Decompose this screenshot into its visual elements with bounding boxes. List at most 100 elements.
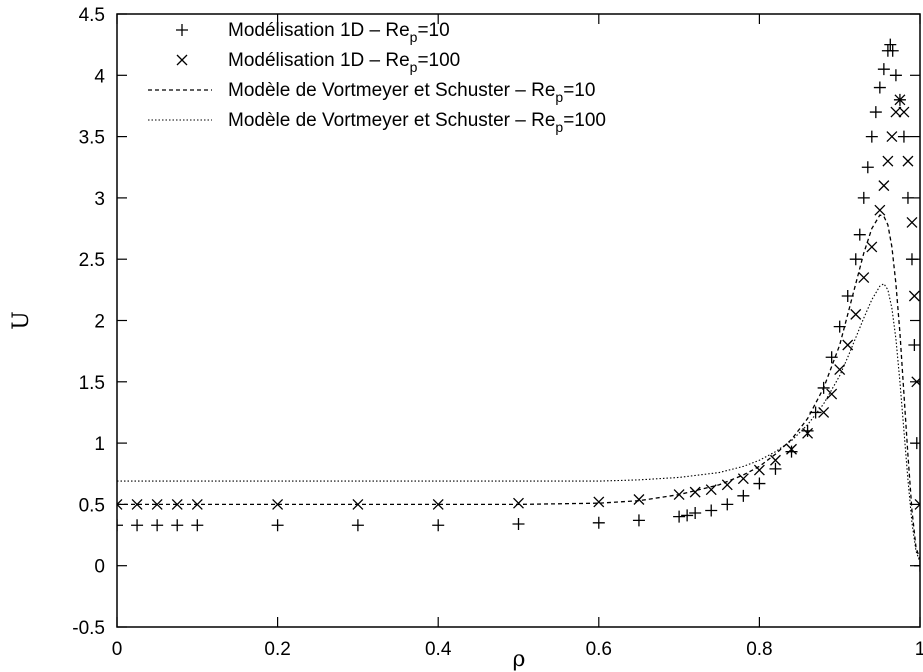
series-line xyxy=(117,214,920,560)
legend-label: Modèle de Vortmeyer et Schuster – Rep=10… xyxy=(228,110,606,135)
data-point-cross xyxy=(802,427,814,439)
y-tick-label: 2 xyxy=(94,312,105,333)
data-point-cross xyxy=(890,106,902,118)
data-point-cross xyxy=(874,204,886,216)
data-point-plus xyxy=(432,519,445,532)
data-point-plus xyxy=(873,81,886,94)
data-point-plus xyxy=(809,406,822,419)
data-point-plus xyxy=(271,519,284,532)
data-point-cross xyxy=(786,443,797,455)
data-point-cross xyxy=(753,464,765,476)
x-tick-label: 0.4 xyxy=(425,639,452,660)
data-point-cross xyxy=(886,131,898,143)
data-point-cross xyxy=(878,180,890,192)
y-tick-label: 2.5 xyxy=(79,250,105,271)
data-point-cross xyxy=(866,241,878,253)
data-point-cross xyxy=(906,216,918,228)
data-point-cross xyxy=(432,498,444,510)
data-point-plus xyxy=(721,498,734,511)
data-point-cross xyxy=(898,106,910,118)
data-point-plus xyxy=(151,519,164,532)
data-point-plus xyxy=(769,462,782,475)
data-point-plus xyxy=(905,253,918,266)
series-2 xyxy=(117,94,920,510)
data-point-plus xyxy=(901,191,914,204)
data-point-plus xyxy=(705,504,718,517)
legend: Modélisation 1D – Rep=10 Modélisation 1D … xyxy=(148,20,606,135)
data-point-plus xyxy=(825,351,838,364)
data-point-plus xyxy=(171,519,184,532)
legend-entry-1: Modélisation 1D – Rep=10 xyxy=(176,20,450,45)
data-point-cross xyxy=(842,339,854,351)
y-tick-label: 4.5 xyxy=(79,5,105,26)
data-point-cross xyxy=(689,486,701,498)
legend-entry-3: Modèle de Vortmeyer et Schuster – Rep=10 xyxy=(148,80,595,105)
data-point-plus xyxy=(889,69,902,82)
data-point-cross xyxy=(151,498,163,510)
x-tick-label: 0 xyxy=(112,639,123,660)
data-point-cross xyxy=(826,388,838,400)
x-axis-ticks: 0 0.2 0.4 0.6 0.8 1 xyxy=(112,14,923,660)
data-point-plus xyxy=(897,130,910,143)
data-point-cross xyxy=(902,155,914,167)
data-point-plus xyxy=(785,445,798,458)
data-point-cross xyxy=(633,494,645,505)
data-point-cross xyxy=(117,498,123,510)
data-point-cross xyxy=(834,364,846,375)
series-line xyxy=(117,282,920,563)
legend-label: Modélisation 1D – Rep=100 xyxy=(228,50,460,75)
data-point-cross xyxy=(818,406,830,418)
data-point-cross xyxy=(593,496,605,508)
data-point-plus xyxy=(857,191,870,204)
data-point-plus xyxy=(914,559,920,572)
data-point-plus xyxy=(869,106,882,119)
legend-label: Modélisation 1D – Rep=10 xyxy=(228,20,450,45)
data-point-cross xyxy=(171,498,183,510)
legend-label: Modèle de Vortmeyer et Schuster – Rep=10 xyxy=(228,80,595,105)
x-tick-label: 1 xyxy=(915,639,923,660)
data-point-cross xyxy=(911,376,920,388)
data-point-cross xyxy=(272,498,284,510)
data-point-plus xyxy=(753,477,766,490)
y-tick-label: 4 xyxy=(94,66,105,87)
data-point-cross xyxy=(908,290,920,302)
data-point-cross xyxy=(705,484,717,496)
data-point-plus xyxy=(853,228,866,241)
data-point-plus xyxy=(191,519,204,532)
data-point-cross xyxy=(770,454,781,466)
series-4 xyxy=(117,282,920,563)
x-tick-label: 0.6 xyxy=(586,639,612,660)
series-group xyxy=(117,38,920,572)
x-tick-label: 0.2 xyxy=(264,639,290,660)
data-point-plus xyxy=(841,289,854,302)
plot-frame xyxy=(116,13,921,628)
data-point-plus xyxy=(592,516,605,529)
data-point-plus xyxy=(512,518,525,531)
data-point-plus xyxy=(117,519,123,532)
data-point-plus xyxy=(689,506,702,519)
y-tick-label: 0 xyxy=(94,557,105,578)
data-point-plus xyxy=(673,510,686,523)
data-point-plus xyxy=(886,44,899,57)
data-point-plus xyxy=(351,519,364,532)
legend-marker-cross xyxy=(176,54,188,66)
data-point-plus xyxy=(632,514,645,527)
data-point-cross xyxy=(513,497,524,509)
data-point-cross xyxy=(914,498,920,510)
y-tick-label: 0.5 xyxy=(79,495,105,516)
y-tick-label: 3 xyxy=(94,189,105,210)
y-tick-label: 1 xyxy=(94,434,105,455)
y-tick-label: 1.5 xyxy=(79,373,105,394)
y-axis-ticks: -0.5 0 0.5 1 1.5 2 2.5 3 3.5 4 4.5 xyxy=(72,5,920,639)
data-point-plus xyxy=(908,339,920,352)
legend-entry-4: Modèle de Vortmeyer et Schuster – Rep=10… xyxy=(148,110,606,135)
data-point-plus xyxy=(131,519,144,532)
series-1 xyxy=(117,38,920,572)
data-point-plus xyxy=(833,320,846,333)
data-point-plus xyxy=(865,130,878,143)
data-point-cross xyxy=(850,308,862,320)
y-axis-title: U xyxy=(9,311,34,330)
data-point-plus xyxy=(861,161,874,174)
